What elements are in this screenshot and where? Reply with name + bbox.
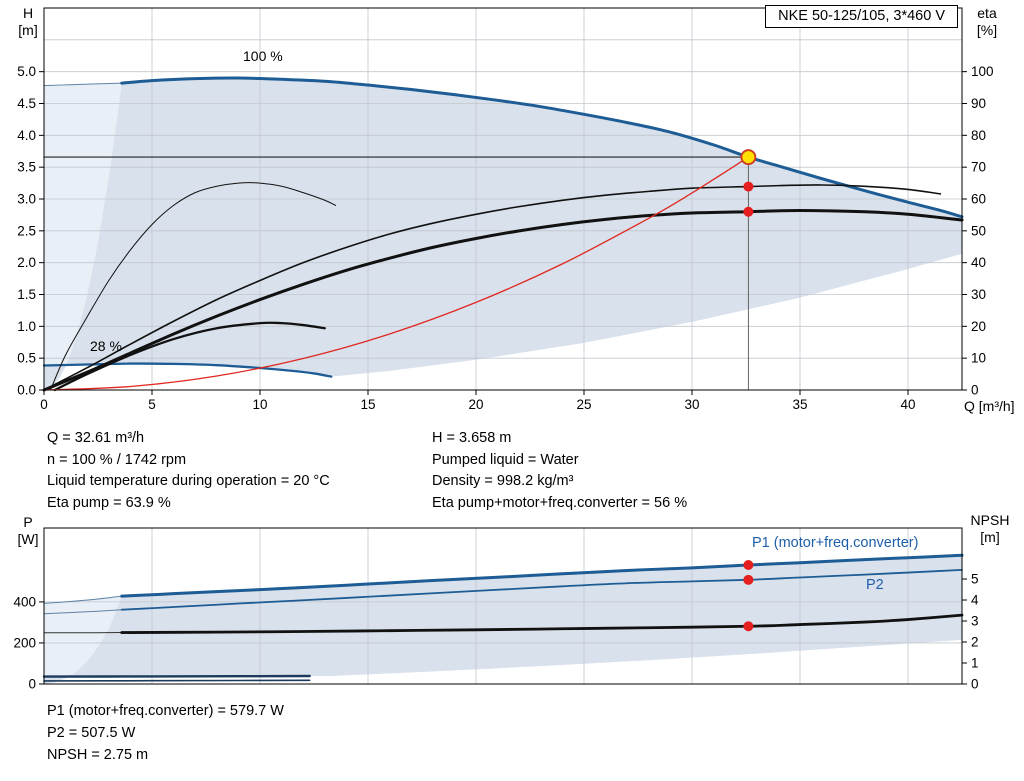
tick-label: 2 bbox=[971, 635, 979, 650]
tick-label: 0 bbox=[40, 397, 48, 412]
p1-28-curve bbox=[42, 674, 311, 678]
tick-label: 80 bbox=[971, 128, 986, 143]
tick-label: 3.0 bbox=[17, 192, 36, 207]
readout-block-right: H = 3.658 m Pumped liquid = Water Densit… bbox=[432, 428, 687, 514]
tick-label: 0.0 bbox=[17, 383, 36, 398]
tick-label: 0 bbox=[971, 383, 979, 398]
tick-label: 30 bbox=[684, 397, 699, 412]
head-100-extension bbox=[43, 82, 123, 87]
p1-marker bbox=[743, 560, 754, 571]
flow-axis-title: Q [m³/h] bbox=[964, 398, 1015, 414]
tick-label: 3.5 bbox=[17, 160, 36, 175]
npsh-axis-symbol: NPSH bbox=[970, 512, 1010, 528]
readout-speed: n = 100 % / 1742 rpm bbox=[47, 451, 187, 468]
power-axis-title: P [W] bbox=[10, 514, 46, 548]
readout-eta-pump: Eta pump = 63.9 % bbox=[47, 494, 171, 511]
duty-point-marker[interactable] bbox=[740, 149, 757, 166]
p1-extension bbox=[43, 595, 123, 604]
power-axis-symbol: P bbox=[23, 514, 33, 530]
tick-label: 4.0 bbox=[17, 128, 36, 143]
npsh-curve bbox=[120, 613, 964, 634]
p1-curve-label: P1 (motor+freq.converter) bbox=[752, 535, 919, 551]
tick-label: 35 bbox=[792, 397, 807, 412]
eta-axis-symbol: eta bbox=[977, 5, 997, 21]
p2-marker bbox=[743, 574, 754, 585]
power-envelope bbox=[44, 555, 962, 684]
tick-label: 15 bbox=[360, 397, 375, 412]
eta-axis-unit: [%] bbox=[976, 22, 998, 38]
tick-label: 10 bbox=[971, 351, 986, 366]
npsh-axis-unit: [m] bbox=[980, 529, 1000, 545]
tick-label: 40 bbox=[971, 255, 986, 270]
tick-label: 0.5 bbox=[17, 351, 36, 366]
eta-pump-100 bbox=[43, 184, 942, 391]
tick-label: 90 bbox=[971, 96, 986, 111]
readout-h: H = 3.658 m bbox=[432, 430, 512, 446]
tick-label: 60 bbox=[971, 192, 986, 207]
tick-label: 1 bbox=[971, 656, 979, 671]
readout-block-left: Q = 32.61 m³/h n = 100 % / 1742 rpm Liqu… bbox=[47, 428, 330, 514]
tick-label: 25 bbox=[576, 397, 591, 412]
npsh-axis-title: NPSH [m] bbox=[964, 512, 1016, 546]
tick-label: 5.0 bbox=[17, 64, 36, 79]
p2-curve-label: P2 bbox=[866, 577, 884, 593]
speed-100-label: 100 % bbox=[243, 48, 283, 64]
readout-density: Density = 998.2 kg/m³ bbox=[432, 473, 574, 490]
tick-label: 20 bbox=[971, 319, 986, 334]
power-axis-unit: [W] bbox=[17, 531, 39, 547]
tick-label: 2.0 bbox=[17, 255, 36, 270]
tick-label: 5 bbox=[971, 572, 979, 587]
tick-label: 50 bbox=[971, 223, 986, 238]
power-npsh-chart: 0 200 400 0 1 2 3 4 5 bbox=[13, 527, 979, 692]
head-efficiency-chart: 0 5 10 15 20 25 30 35 40 0.0 0.5 1.0 1.5 2.0 2.5 3.0 3.5… bbox=[17, 7, 994, 412]
eta-total-100 bbox=[42, 208, 964, 392]
envelope-light-wedge bbox=[44, 83, 122, 391]
tick-label: 4 bbox=[971, 593, 979, 608]
tick-label: 3 bbox=[971, 614, 979, 629]
p1-curve bbox=[120, 553, 964, 598]
tick-label: 0 bbox=[971, 677, 979, 692]
pump-designation-box: NKE 50-125/105, 3*460 V bbox=[765, 5, 958, 28]
head-curve-28 bbox=[42, 362, 333, 378]
p2-curve bbox=[120, 568, 963, 611]
readout-npsh: NPSH = 2.75 m bbox=[47, 747, 149, 763]
tick-label: 20 bbox=[468, 397, 483, 412]
tick-label: 30 bbox=[971, 287, 986, 302]
tick-label: 1.0 bbox=[17, 319, 36, 334]
power-envelope-light-wedge bbox=[44, 596, 122, 684]
tick-label: 4.5 bbox=[17, 96, 36, 111]
readout-p2: P2 = 507.5 W bbox=[47, 725, 136, 741]
p2-extension bbox=[43, 609, 123, 615]
tick-label: 10 bbox=[252, 397, 267, 412]
tick-label: 2.5 bbox=[17, 223, 36, 238]
eta-pump-marker bbox=[743, 181, 754, 192]
tick-label: 0 bbox=[28, 677, 36, 692]
readout-q: Q = 32.61 m³/h bbox=[47, 430, 145, 446]
tick-label: 1.5 bbox=[17, 287, 36, 302]
tick-label: 5 bbox=[148, 397, 156, 412]
npsh-marker bbox=[743, 621, 754, 632]
readout-temperature: Liquid temperature during operation = 20… bbox=[47, 473, 330, 490]
tick-label: 40 bbox=[900, 397, 915, 412]
control-parabola bbox=[43, 156, 750, 391]
p2-28-curve bbox=[43, 679, 311, 682]
tick-label: 70 bbox=[971, 160, 986, 175]
readout-p1: P1 (motor+freq.converter) = 579.7 W bbox=[47, 703, 284, 719]
readout-block-bottom: P1 (motor+freq.converter) = 579.7 W P2 =… bbox=[47, 700, 284, 766]
tick-label: 400 bbox=[13, 594, 36, 609]
eta-pump-28 bbox=[49, 182, 337, 391]
head-axis-title: H [m] bbox=[10, 5, 46, 39]
readout-eta-total: Eta pump+motor+freq.converter = 56 % bbox=[432, 494, 688, 511]
tick-label: 100 bbox=[971, 64, 994, 79]
eta-axis-title: eta [%] bbox=[968, 5, 1006, 39]
speed-28-label: 28 % bbox=[90, 338, 122, 354]
tick-label: 200 bbox=[13, 635, 36, 650]
eta-total-marker bbox=[743, 206, 754, 217]
power-npsh-chart-frame bbox=[43, 527, 963, 685]
head-axis-symbol: H bbox=[22, 5, 34, 21]
head-axis-unit: [m] bbox=[18, 22, 38, 38]
readout-liquid: Pumped liquid = Water bbox=[432, 451, 579, 468]
